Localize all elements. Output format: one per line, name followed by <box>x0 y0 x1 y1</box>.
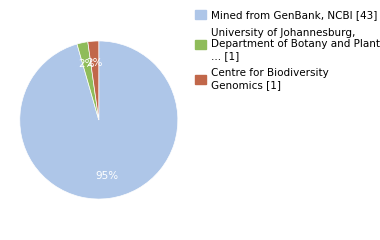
Wedge shape <box>88 41 99 120</box>
Wedge shape <box>77 42 99 120</box>
Text: 95%: 95% <box>95 171 118 181</box>
Wedge shape <box>20 41 178 199</box>
Text: 2%: 2% <box>87 58 103 68</box>
Legend: Mined from GenBank, NCBI [43], University of Johannesburg,
Department of Botany : Mined from GenBank, NCBI [43], Universit… <box>195 10 380 90</box>
Text: 2%: 2% <box>79 59 95 69</box>
